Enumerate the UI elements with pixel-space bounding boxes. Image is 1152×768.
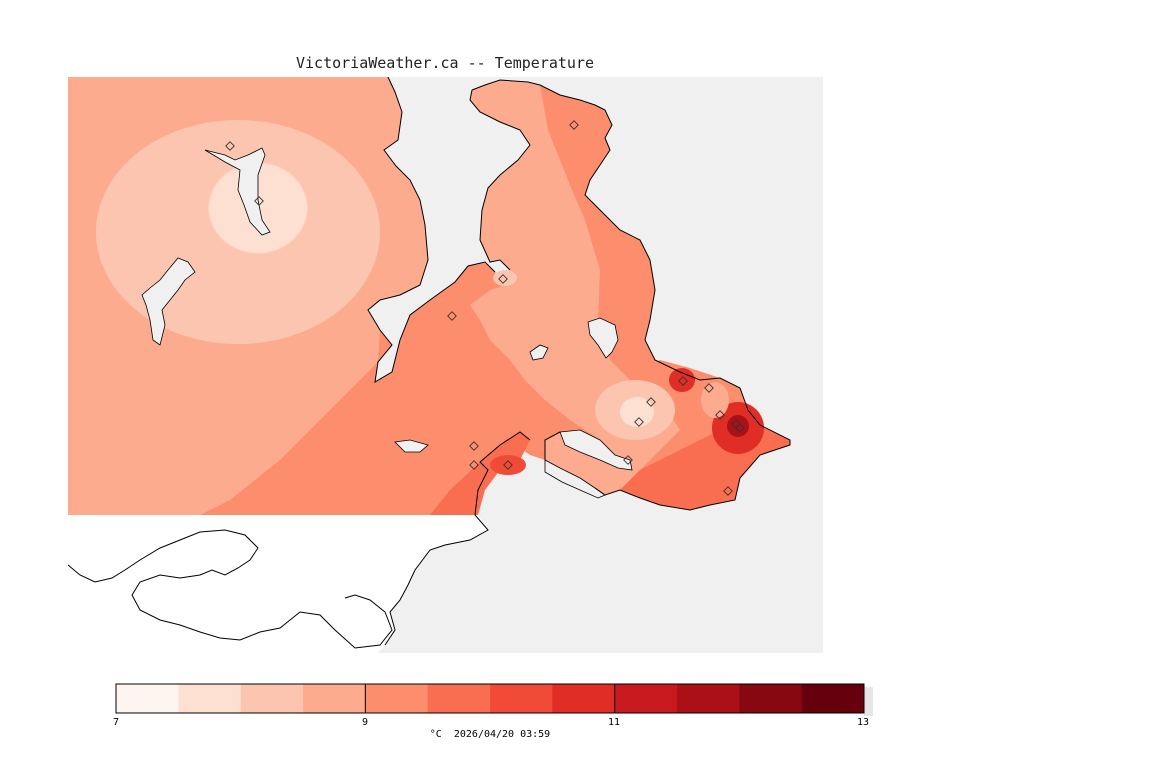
cool-spot-bay: [493, 270, 517, 286]
coastline-west: [367, 77, 496, 383]
station-markers: [225, 120, 745, 496]
lake-west: [141, 257, 196, 346]
harbour-inlet: [544, 459, 606, 499]
legend-tick-label: 7: [112, 717, 120, 728]
legend-swatch: [739, 684, 803, 713]
legend-swatch: [365, 684, 429, 713]
station-marker: [623, 455, 633, 465]
legend-unit: °C: [429, 729, 442, 740]
legend-caption: °C 2026/04/20 03:59: [0, 729, 980, 740]
legend-swatch: [303, 684, 366, 713]
station-marker: [569, 120, 579, 130]
station-marker: [646, 397, 656, 407]
legend-swatch: [427, 684, 491, 713]
legend-swatch: [490, 684, 553, 713]
station-marker: [498, 274, 508, 284]
legend-swatch: [116, 684, 179, 713]
station-marker: [715, 410, 725, 420]
lake-small: [529, 344, 549, 361]
map-title: VictoriaWeather.ca -- Temperature: [295, 54, 594, 72]
legend-tick-label: 11: [607, 717, 621, 728]
coastline-southwest: [384, 431, 531, 646]
station-marker: [735, 423, 745, 433]
color-legend-bar: [115, 683, 873, 716]
station-marker: [447, 311, 457, 321]
legend-swatch: [801, 684, 865, 713]
station-marker: [723, 486, 733, 496]
legend-swatch: [552, 684, 616, 713]
legend-tick-label: 13: [856, 717, 870, 728]
station-marker: [634, 417, 644, 427]
station-marker: [704, 383, 714, 393]
legend-tick-label: 9: [361, 717, 369, 728]
island-southwest: [394, 439, 429, 453]
coastline-peninsula: [469, 79, 791, 511]
warm-band-southwest: [430, 432, 530, 515]
olympic-land: [68, 515, 488, 653]
legend-swatch: [240, 684, 304, 713]
legend-timestamp: 2026/04/20 03:59: [453, 729, 551, 740]
station-marker: [469, 460, 479, 470]
coastline-olympic: [68, 529, 393, 649]
warm-spot-north: [669, 368, 695, 392]
station-marker: [469, 441, 479, 451]
station-marker: [225, 141, 235, 151]
legend-shadow: [864, 687, 873, 716]
legend-swatch: [614, 684, 678, 713]
lake-north: [204, 147, 271, 236]
warm-spot-southwest: [490, 455, 526, 475]
station-marker: [678, 376, 688, 386]
legend-swatch: [178, 684, 242, 713]
station-marker: [254, 196, 264, 206]
harbour-victoria: [559, 429, 633, 471]
cool-spot-victoria-core: [620, 397, 654, 427]
station-marker: [503, 460, 513, 470]
lake-east: [587, 317, 619, 359]
legend-swatch: [677, 684, 740, 713]
